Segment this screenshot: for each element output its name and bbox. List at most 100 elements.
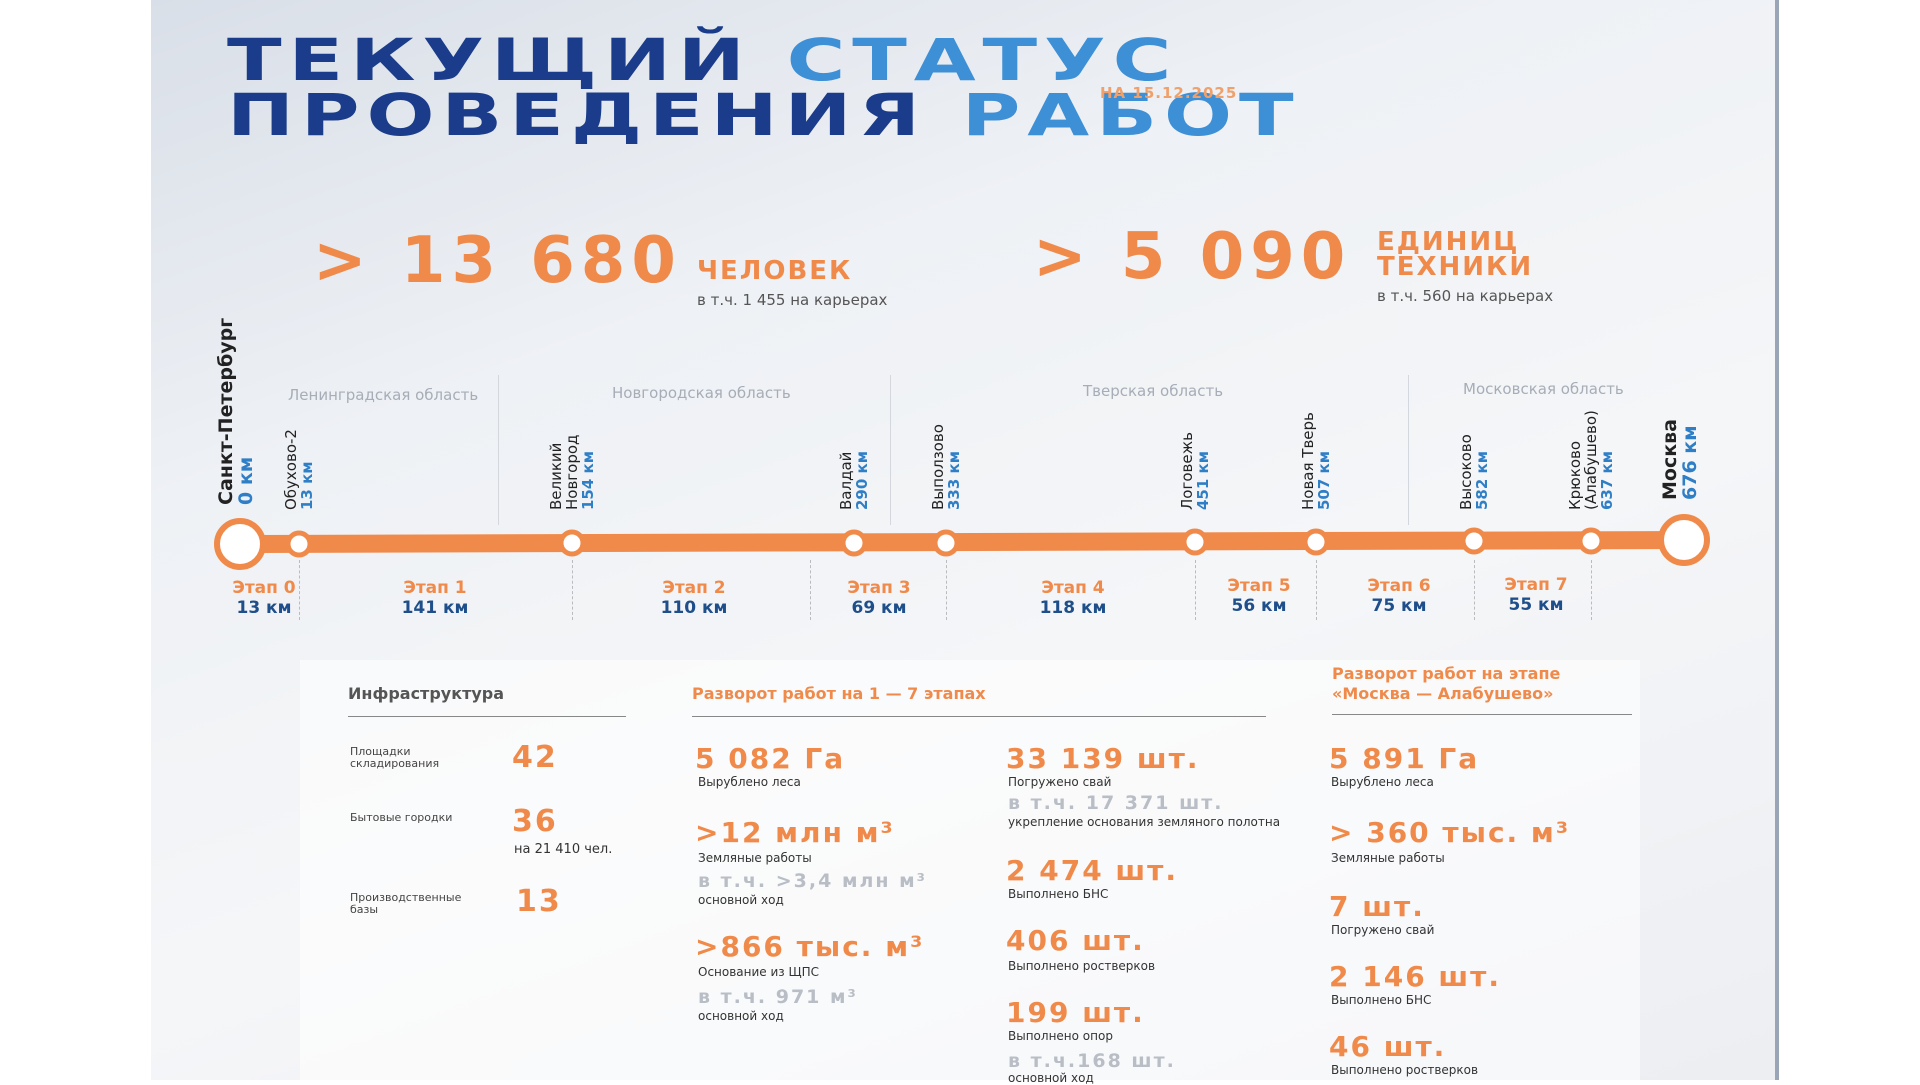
stage-2: Этап 2 110 км <box>660 578 728 618</box>
region-leningrad: Ленинградская область <box>288 386 479 404</box>
infra-note: на 21 410 чел. <box>514 842 613 857</box>
stat-value: 5 891 Га <box>1329 742 1480 775</box>
stat-value: >12 млн м³ <box>695 816 895 849</box>
station-marker <box>1460 527 1488 555</box>
stat-value: 46 шт. <box>1329 1030 1447 1063</box>
infra-underline <box>348 716 626 717</box>
region-divider <box>1408 375 1409 525</box>
stage-1: Этап 1 141 км <box>401 578 469 618</box>
region-novgorod: Новгородская область <box>612 384 791 402</box>
station-marker <box>1302 528 1330 556</box>
equipment-unit-1: ЕДИНИЦ <box>1377 227 1520 257</box>
stat-sub-value: в т.ч. 971 м³ <box>698 986 858 1008</box>
station-marker <box>558 529 586 557</box>
title-word-works: РАБОТ <box>961 81 1301 149</box>
infra-label: Бытовые городки <box>350 811 453 824</box>
infra-value: 36 <box>512 804 558 839</box>
stat-sub-label: основной ход <box>698 1009 784 1023</box>
moscow-underline <box>1332 714 1632 715</box>
stage-7: Этап 7 55 км <box>1504 575 1568 615</box>
station-marker <box>1577 527 1605 555</box>
infra-title: Инфраструктура <box>348 684 505 703</box>
title-line-2: ПРОВЕДЕНИЯ РАБОТ <box>227 85 1300 145</box>
stage-divider <box>572 560 573 620</box>
stat-label: Вырублено леса <box>1331 775 1434 789</box>
stage-divider <box>1591 560 1592 620</box>
station-valday: Валдай 290 км <box>837 451 871 510</box>
stage-divider <box>1474 560 1475 620</box>
station-marker <box>285 530 313 558</box>
stage-divider <box>1316 560 1317 620</box>
stat-sub-value: в т.ч. >3,4 млн м³ <box>698 870 927 892</box>
stat-label: Погружено свай <box>1008 775 1112 789</box>
infra-label: Производственные базы <box>350 891 462 916</box>
stages17-underline <box>692 716 1266 717</box>
station-spb: Санкт-Петербург 0 км <box>215 317 257 505</box>
stat-sub-label: основной ход <box>1008 1071 1094 1085</box>
station-vypolzovo: Выползово 333 км <box>929 424 963 510</box>
stat-value: 2 474 шт. <box>1006 854 1179 887</box>
station-obukhovo: Обухово-2 13 км <box>282 429 316 510</box>
stage-0: Этап 0 13 км <box>232 578 296 618</box>
stat-value: 5 082 Га <box>695 742 846 775</box>
infra-value: 42 <box>512 740 558 775</box>
station-marker-moscow <box>1658 514 1710 566</box>
stage-4: Этап 4 118 км <box>1039 578 1107 618</box>
stage-divider <box>810 560 811 620</box>
moscow-title-2: «Москва — Алабушево» <box>1332 684 1554 703</box>
station-logovezh: Логовежь 451 км <box>1178 432 1212 510</box>
stat-label: Земляные работы <box>698 851 812 865</box>
people-note: в т.ч. 1 455 на карьерах <box>697 291 888 309</box>
stat-value: > 360 тыс. м³ <box>1329 816 1571 849</box>
stat-label: Выполнено опор <box>1008 1029 1113 1043</box>
title-word-conducting: ПРОВЕДЕНИЯ <box>227 81 927 149</box>
stage-5: Этап 5 56 км <box>1227 576 1291 616</box>
station-novgorod: Великий Новгород 154 км <box>547 434 597 510</box>
stat-label: Выполнено БНС <box>1331 993 1432 1007</box>
stat-sub-value: в т.ч. 17 371 шт. <box>1008 792 1224 814</box>
stat-sub-label: укрепление основания земляного полотна <box>1008 815 1281 829</box>
stat-label: Выполнено ростверков <box>1008 959 1156 973</box>
stat-value: 406 шт. <box>1006 924 1145 957</box>
title-word-status: СТАТУС <box>786 26 1179 94</box>
region-divider <box>498 375 499 525</box>
stat-label: Погружено свай <box>1331 923 1435 937</box>
station-novaya-tver: Новая Тверь 507 км <box>1299 412 1333 510</box>
report-date: НА 15.12.2025 <box>1100 84 1238 102</box>
stage-3: Этап 3 69 км <box>847 578 911 618</box>
stage-divider <box>1195 560 1196 620</box>
station-marker-spb <box>214 518 266 570</box>
stats-panel <box>300 660 1640 1080</box>
infra-value: 13 <box>516 884 562 919</box>
stat-label: Земляные работы <box>1331 851 1445 865</box>
stat-label: Вырублено леса <box>698 775 801 789</box>
stat-value: >866 тыс. м³ <box>695 930 925 963</box>
title-line-1: ТЕКУЩИЙ СТАТУС <box>227 30 1178 90</box>
stat-label: Основание из ЩПС <box>698 965 820 979</box>
stat-value: 7 шт. <box>1329 890 1425 923</box>
board-edge <box>1775 0 1779 1080</box>
stat-label: Выполнено ростверков <box>1331 1063 1479 1077</box>
station-kryukovo: Крюково (Алабушево) 637 км <box>1566 410 1616 510</box>
stage-6: Этап 6 75 км <box>1367 576 1431 616</box>
station-marker <box>932 529 960 557</box>
stat-label: Выполнено БНС <box>1008 887 1109 901</box>
moscow-title-1: Разворот работ на этапе <box>1332 664 1561 683</box>
station-moscow: Москва 676 км <box>1659 419 1701 500</box>
people-count: > 13 680 <box>313 224 682 298</box>
infra-label: Площадки складирования <box>350 745 440 770</box>
stat-value: 2 146 шт. <box>1329 960 1502 993</box>
stat-sub-value: в т.ч.168 шт. <box>1008 1050 1176 1072</box>
region-divider <box>890 375 891 525</box>
station-vysokovo: Высоково 582 км <box>1457 434 1491 510</box>
stat-value: 33 139 шт. <box>1006 742 1200 775</box>
stat-value: 199 шт. <box>1006 996 1145 1029</box>
stat-sub-label: основной ход <box>698 893 784 907</box>
people-unit: ЧЕЛОВЕК <box>697 256 853 286</box>
stages17-title: Разворот работ на 1 — 7 этапах <box>692 684 986 703</box>
region-moscow: Московская область <box>1463 380 1624 398</box>
region-tver: Тверская область <box>1083 382 1224 400</box>
station-marker <box>1181 528 1209 556</box>
station-marker <box>840 529 868 557</box>
